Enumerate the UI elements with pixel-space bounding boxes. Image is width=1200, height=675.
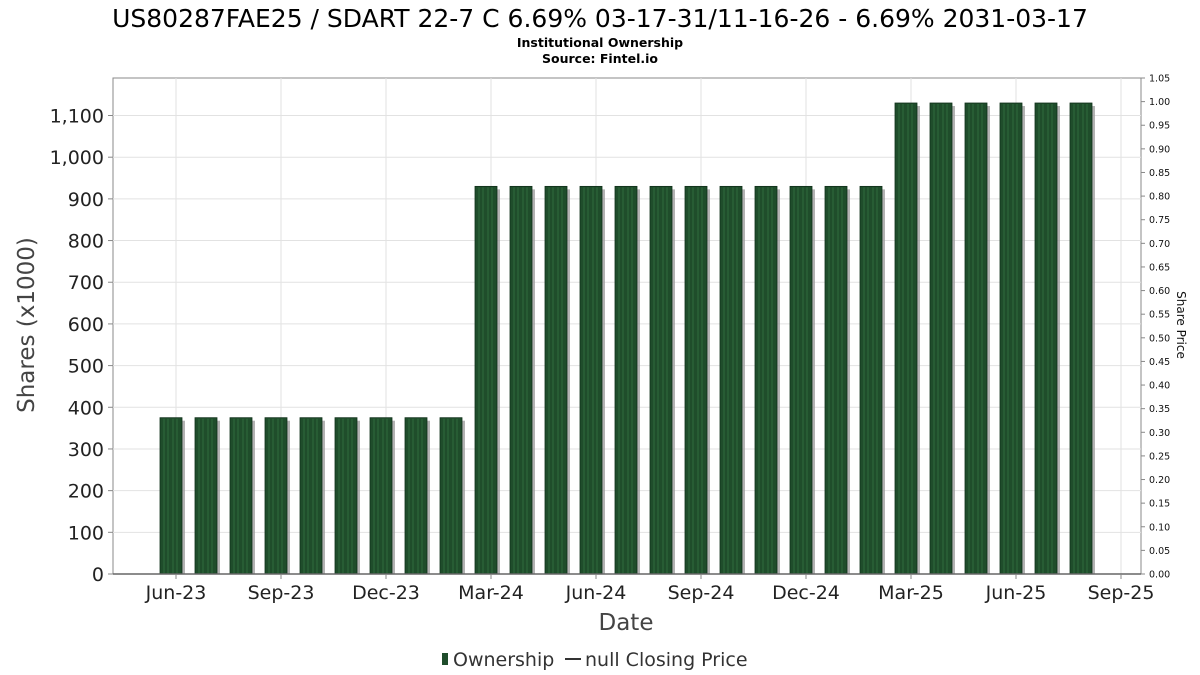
y-tick-label: 100 [68,522,104,544]
x-tick-label: Jun-24 [565,582,627,604]
bar [579,185,603,575]
y-tick-label: 1,000 [50,147,104,169]
bar [544,185,568,575]
y2-tick-label: 0.25 [1149,451,1170,462]
bar [859,185,883,575]
y2-tick-label: 0.30 [1149,428,1170,439]
y2-tick-label: 1.05 [1149,74,1170,85]
y2-tick-label: 0.45 [1149,357,1170,368]
y2-tick-label: 0.35 [1149,404,1170,415]
y-tick-label: 800 [68,231,104,253]
bar [159,417,183,575]
bar [299,417,323,575]
y2-tick-label: 0.60 [1149,286,1170,297]
y-tick-label: 300 [68,439,104,461]
bar [649,185,673,575]
y-tick-label: 0 [92,564,104,586]
y-tick-label: 200 [68,481,104,503]
y-tick-label: 400 [68,397,104,419]
chart-subtitle-line-2: Source: Fintel.io [542,51,658,66]
bar [754,185,778,575]
y2-axis-ticks: 0.00 0.05 0.10 0.15 0.20 0.25 0.30 0.35 0.40 0.45… [1141,74,1170,581]
y2-tick-label: 0.65 [1149,262,1170,273]
bar [719,185,743,575]
bar [369,417,393,575]
x-tick-label: Sep-23 [248,582,315,604]
x-tick-label: Dec-23 [352,582,420,604]
x-tick-label: Mar-24 [458,582,524,604]
chart-subtitle-line-1: Institutional Ownership [517,35,683,50]
y2-tick-label: 0.15 [1149,499,1170,510]
bar [229,417,253,575]
bar [929,102,953,575]
bar [614,185,638,575]
bar [1034,102,1058,575]
bar [474,185,498,575]
y2-tick-label: 0.95 [1149,121,1170,132]
x-tick-label: Jun-25 [985,582,1047,604]
y2-tick-label: 0.55 [1149,310,1170,321]
x-tick-label: Sep-24 [668,582,735,604]
y2-tick-label: 0.10 [1149,522,1170,533]
bar [684,185,708,575]
y2-tick-label: 0.80 [1149,192,1170,203]
legend: Ownership null Closing Price [442,649,748,671]
y-tick-label: 500 [68,356,104,378]
y2-tick-label: 1.00 [1149,97,1170,108]
x-tick-label: Mar-25 [878,582,944,604]
bar [194,417,218,575]
y2-tick-label: 0.70 [1149,239,1170,250]
y-tick-label: 900 [68,189,104,211]
y2-tick-label: 0.40 [1149,381,1170,392]
y2-tick-label: 0.00 [1149,570,1170,581]
bar [824,185,848,575]
y2-tick-label: 0.50 [1149,333,1170,344]
legend-label-closing-price: null Closing Price [585,649,748,671]
y2-tick-label: 0.90 [1149,144,1170,155]
bar [509,185,533,575]
y2-tick-label: 0.75 [1149,215,1170,226]
bar [964,102,988,575]
x-tick-label: Jun-23 [145,582,207,604]
y-axis-label: Shares (x1000) [14,237,40,413]
bar [999,102,1023,575]
bar [1069,102,1093,575]
legend-label-ownership: Ownership [453,649,554,671]
legend-swatch-ownership [442,653,448,665]
y2-tick-label: 0.85 [1149,168,1170,179]
bar [894,102,918,575]
x-axis-ticks: Jun-23 Sep-23 Dec-23 Mar-24 Jun-24 Sep-24 Dec-… [145,574,1155,604]
bar [404,417,428,575]
chart-title: US80287FAE25 / SDART 22-7 C 6.69% 03-17-… [112,4,1088,33]
x-tick-label: Sep-25 [1088,582,1155,604]
bar [334,417,358,575]
y-axis-ticks: 0 100 200 300 400 500 600 700 800 900 1,000 1,100 [50,106,113,586]
bars [159,102,1095,575]
x-tick-label: Dec-24 [772,582,840,604]
x-axis-label: Date [599,610,654,636]
y2-tick-label: 0.05 [1149,546,1170,557]
bar [264,417,288,575]
y2-axis-label: Share Price [1174,291,1188,359]
bar [789,185,813,575]
y2-tick-label: 0.20 [1149,475,1170,486]
y-tick-label: 600 [68,314,104,336]
bar [439,417,463,575]
y-tick-label: 700 [68,272,104,294]
y-tick-label: 1,100 [50,106,104,128]
